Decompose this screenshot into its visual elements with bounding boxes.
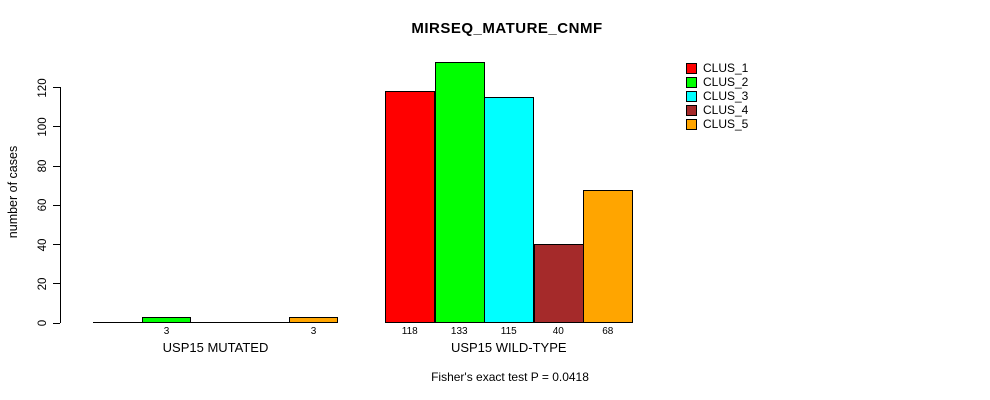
bar-clus_2-mutated (142, 317, 191, 323)
legend-item: CLUS_5 (686, 117, 748, 131)
y-tick-mark (53, 126, 60, 128)
legend-swatch (686, 90, 697, 102)
bar-value-label: 133 (450, 326, 468, 337)
legend-label: CLUS_5 (703, 117, 749, 131)
y-tick-mark (53, 244, 60, 245)
footer-annotation: Fisher's exact test P = 0.0418 (431, 370, 589, 384)
bar-value-label: 40 (552, 326, 564, 337)
y-tick-mark (53, 87, 60, 88)
bar-clus_2-wildtype (435, 62, 485, 323)
y-tick-mark (53, 322, 60, 324)
bar-value-label: 68 (602, 326, 614, 337)
legend-item: CLUS_1 (686, 61, 748, 75)
bar-value-label: 3 (310, 326, 317, 337)
group-baseline (93, 321, 338, 323)
y-tick-mark (53, 165, 60, 167)
legend-swatch (686, 118, 697, 130)
legend-label: CLUS_2 (703, 75, 749, 89)
x-group-label: USP15 MUTATED (162, 340, 269, 355)
bar-clus_1-wildtype (385, 91, 435, 323)
legend-label: CLUS_3 (703, 89, 749, 103)
bar-value-label: 115 (500, 326, 517, 337)
bar-value-label: 3 (163, 326, 170, 337)
bar-clus_5-wildtype (583, 190, 633, 323)
bar-clus_5-mutated (289, 317, 338, 323)
legend-label: CLUS_4 (703, 103, 749, 117)
y-tick-mark (53, 204, 60, 206)
legend-swatch (686, 104, 697, 116)
legend-swatch (686, 62, 697, 74)
legend-swatch (686, 76, 697, 88)
x-group-label: USP15 WILD-TYPE (450, 340, 567, 355)
legend-item: CLUS_4 (686, 103, 748, 117)
bar-clus_3-wildtype (484, 97, 534, 323)
legend-item: CLUS_2 (686, 75, 748, 89)
chart-title: MIRSEQ_MATURE_CNMF (411, 20, 603, 37)
bar-clus_4-wildtype (534, 244, 584, 323)
bar-value-label: 118 (401, 326, 418, 337)
legend-label: CLUS_1 (703, 61, 749, 75)
y-tick-mark (53, 283, 60, 285)
legend: CLUS_1 CLUS_2 CLUS_3 CLUS_4 CLUS_5 (686, 61, 748, 131)
y-axis-line (60, 87, 61, 323)
legend-item: CLUS_3 (686, 89, 748, 103)
